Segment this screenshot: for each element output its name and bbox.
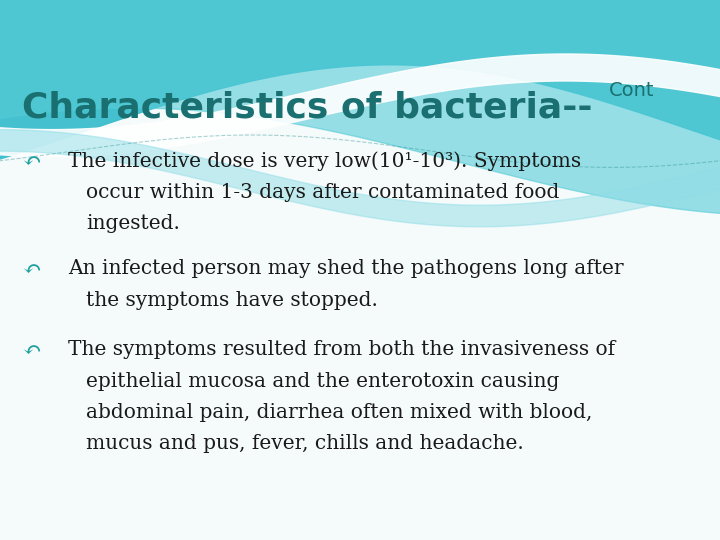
Text: ↶: ↶	[22, 151, 40, 173]
Text: occur within 1-3 days after contaminated food: occur within 1-3 days after contaminated…	[86, 183, 559, 201]
Text: the symptoms have stopped.: the symptoms have stopped.	[86, 291, 378, 309]
Text: ingested.: ingested.	[86, 214, 180, 233]
Text: An infected person may shed the pathogens long after: An infected person may shed the pathogen…	[68, 259, 624, 278]
Text: Cont: Cont	[608, 81, 654, 100]
Text: abdominal pain, diarrhea often mixed with blood,: abdominal pain, diarrhea often mixed wit…	[86, 403, 593, 422]
Text: epithelial mucosa and the enterotoxin causing: epithelial mucosa and the enterotoxin ca…	[86, 372, 559, 390]
Text: Characteristics of bacteria--: Characteristics of bacteria--	[22, 91, 592, 125]
Text: mucus and pus, fever, chills and headache.: mucus and pus, fever, chills and headach…	[86, 434, 524, 453]
Text: ↶: ↶	[22, 340, 40, 362]
Text: The infective dose is very low(10¹-10³). Symptoms: The infective dose is very low(10¹-10³).…	[68, 151, 582, 171]
Text: ↶: ↶	[22, 259, 40, 281]
Text: The symptoms resulted from both the invasiveness of: The symptoms resulted from both the inva…	[68, 340, 616, 359]
